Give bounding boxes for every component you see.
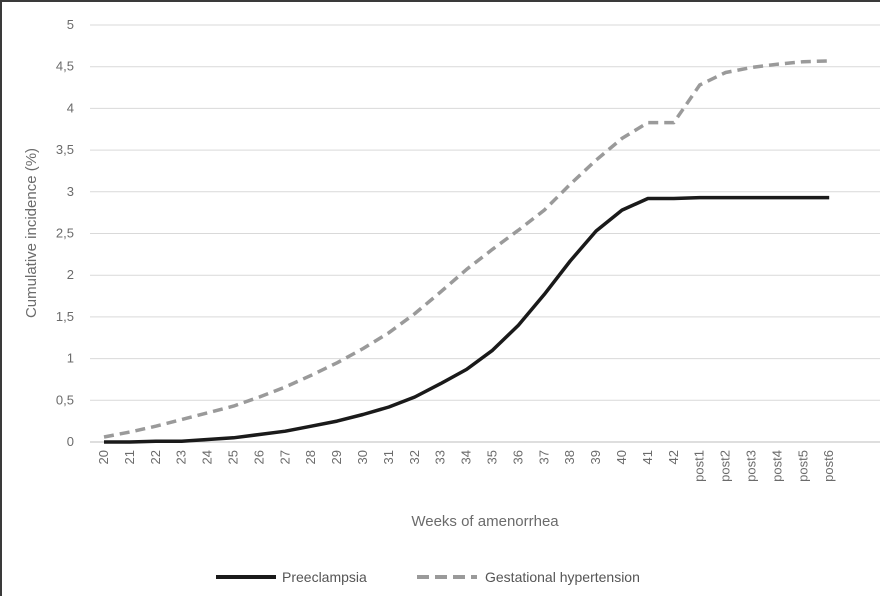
legend: Preeclampsia Gestational hypertension bbox=[216, 569, 640, 585]
x-tick-label: 24 bbox=[200, 450, 215, 464]
x-tick-label: 40 bbox=[614, 450, 629, 464]
y-tick-label: 4,5 bbox=[56, 59, 74, 74]
x-tick-label: 29 bbox=[329, 450, 344, 464]
x-tick-label: 37 bbox=[536, 450, 551, 464]
x-tick-label: 25 bbox=[226, 450, 241, 464]
x-tick-label: 30 bbox=[355, 450, 370, 464]
y-tick-label: 2 bbox=[67, 267, 74, 282]
x-tick-label: post4 bbox=[769, 450, 784, 482]
x-tick-label: post6 bbox=[821, 450, 836, 482]
x-tick-label: 35 bbox=[485, 450, 500, 464]
x-tick-label: 22 bbox=[148, 450, 163, 464]
x-tick-label: 33 bbox=[433, 450, 448, 464]
x-axis-ticks: 20 21 22 23 24 25 26 27 28 29 30 31 32 33 34 35 36 37 38 39… bbox=[96, 450, 836, 482]
x-tick-label: 42 bbox=[666, 450, 681, 464]
y-tick-label: 3 bbox=[67, 184, 74, 199]
x-tick-label: post2 bbox=[718, 450, 733, 482]
y-tick-label: 3,5 bbox=[56, 142, 74, 157]
x-tick-label: post5 bbox=[795, 450, 810, 482]
x-tick-label: 36 bbox=[510, 450, 525, 464]
series-line-gestational-hypertension bbox=[103, 59, 830, 439]
x-tick-label: post3 bbox=[744, 450, 759, 482]
y-tick-label: 2,5 bbox=[56, 226, 74, 241]
x-tick-label: 38 bbox=[562, 450, 577, 464]
legend-label-gestational-hypertension: Gestational hypertension bbox=[485, 569, 640, 585]
y-axis-title: Cumulative incidence (%) bbox=[23, 148, 40, 318]
y-tick-label: 0,5 bbox=[56, 392, 74, 407]
x-tick-label: 23 bbox=[174, 450, 189, 464]
x-tick-label: 27 bbox=[277, 450, 292, 464]
y-tick-label: 1 bbox=[67, 351, 74, 366]
x-tick-label: 20 bbox=[96, 450, 111, 464]
x-tick-label: 31 bbox=[381, 450, 396, 464]
y-tick-label: 0 bbox=[67, 434, 74, 449]
x-tick-label: 41 bbox=[640, 450, 655, 464]
series-layer bbox=[103, 59, 830, 444]
legend-label-preeclampsia: Preeclampsia bbox=[282, 569, 367, 585]
y-tick-label: 5 bbox=[67, 17, 74, 32]
x-tick-label: 34 bbox=[459, 450, 474, 464]
x-tick-label: post1 bbox=[692, 450, 707, 482]
x-tick-label: 28 bbox=[303, 450, 318, 464]
series-line-preeclampsia bbox=[104, 195, 830, 444]
gridlines bbox=[90, 24, 880, 443]
x-tick-label: 26 bbox=[251, 450, 266, 464]
x-tick-label: 32 bbox=[407, 450, 422, 464]
x-tick-label: 39 bbox=[588, 450, 603, 464]
x-axis-title: Weeks of amenorrhea bbox=[411, 513, 559, 530]
x-tick-label: 21 bbox=[122, 450, 137, 464]
y-tick-label: 1,5 bbox=[56, 309, 74, 324]
y-tick-label: 4 bbox=[67, 100, 74, 115]
y-axis-ticks: 0 0,5 1 1,5 2 2,5 3 3,5 4 4,5 5 bbox=[56, 17, 74, 449]
